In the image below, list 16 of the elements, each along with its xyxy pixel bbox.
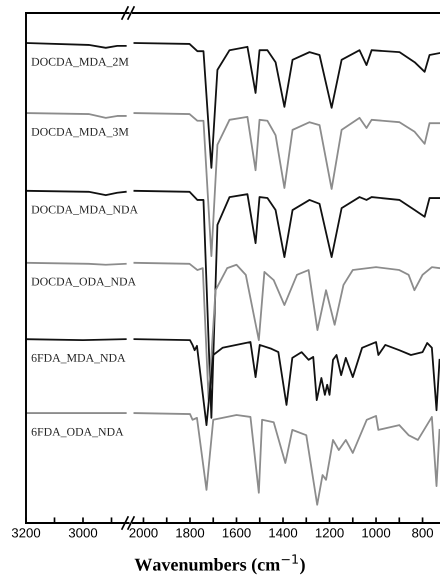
x-tick-label: 1200	[316, 528, 344, 538]
series-label: DOCDA_ODA_NDA	[31, 278, 136, 287]
series-label: 6FDA_ODA_NDA	[32, 428, 124, 438]
x-tick-label: 1000	[362, 528, 390, 538]
series-label: 6FDA_MDA_NDA	[32, 354, 126, 364]
series-label: DOCDA_MDA_NDA	[31, 206, 138, 215]
x-axis-title: Wavenumbers (cm$^{−1}$)	[134, 554, 305, 574]
x-tick-label: 800	[412, 528, 434, 538]
x-tick-label: 1600	[222, 528, 251, 538]
x-tick-label: 3000	[68, 528, 98, 538]
x-tick-label: 3200	[12, 528, 40, 538]
x-tick-label: 1800	[176, 528, 204, 538]
series-label: DOCDA_MDA_2M	[31, 58, 129, 68]
series-label: DOCDA_MDA_3M	[31, 128, 129, 138]
x-tick-label: 1400	[269, 528, 298, 538]
x-tick-label: 2000	[129, 528, 158, 538]
